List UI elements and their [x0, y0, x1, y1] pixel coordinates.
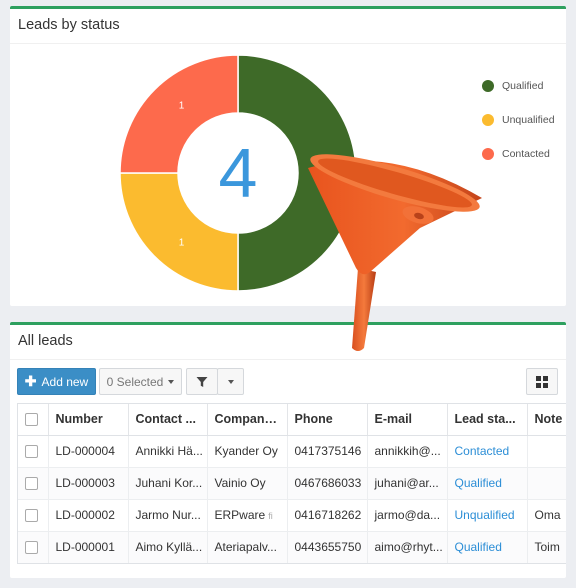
- legend-label: Qualified: [502, 80, 544, 92]
- column-header-note[interactable]: Note: [527, 404, 566, 436]
- cell-company: Kyander Oy: [207, 435, 288, 468]
- row-checkbox[interactable]: [25, 509, 38, 523]
- cell-note: [527, 467, 566, 500]
- leads-by-status-panel: Leads by status 1 1 4 Qualified Unqualifie…: [10, 6, 566, 306]
- cell-contact: Aimo Kyllä...: [128, 531, 208, 563]
- table-row[interactable]: LD-000003 Juhani Kor... Vainio Oy 046768…: [18, 467, 566, 500]
- row-checkbox-cell[interactable]: [18, 499, 49, 532]
- cell-number: LD-000004: [48, 435, 129, 468]
- legend-item-contacted[interactable]: Contacted: [482, 137, 555, 171]
- table-row[interactable]: LD-000002 Jarmo Nur... ERPware fi 0416718…: [18, 499, 566, 532]
- donut-hole: [178, 113, 298, 233]
- table-header-row: Number Contact ... Company... Phone E-ma…: [18, 404, 566, 436]
- column-header-contact[interactable]: Contact ...: [128, 404, 208, 436]
- table-row[interactable]: LD-000001 Aimo Kyllä... Ateriapalv... 04…: [18, 531, 566, 563]
- legend-dot-qualified: [482, 80, 494, 92]
- add-new-button[interactable]: ✚ Add new: [17, 368, 96, 395]
- status-link[interactable]: Qualified: [454, 476, 502, 490]
- cell-note: Toim: [527, 531, 566, 563]
- cell-number: LD-000001: [48, 531, 129, 563]
- selected-dropdown[interactable]: 0 Selected: [99, 368, 182, 395]
- column-header-number[interactable]: Number: [48, 404, 129, 436]
- row-checkbox[interactable]: [25, 541, 38, 555]
- cell-number: LD-000003: [48, 467, 129, 500]
- row-checkbox-cell[interactable]: [18, 467, 49, 500]
- cell-phone: 0467686033: [287, 467, 368, 500]
- select-all-checkbox[interactable]: [25, 413, 38, 427]
- row-checkbox[interactable]: [25, 477, 38, 491]
- status-link[interactable]: Unqualified: [454, 508, 515, 522]
- panel-title-all-leads: All leads: [10, 325, 566, 360]
- cell-contact: Annikki Hä...: [128, 435, 208, 468]
- chart-legend: Qualified Unqualified Contacted: [482, 69, 555, 171]
- slice-value-label: 1: [179, 101, 185, 112]
- row-checkbox-cell[interactable]: [18, 531, 49, 563]
- add-new-label: Add new: [41, 374, 89, 389]
- company-name: ERPware: [214, 508, 266, 522]
- chevron-down-icon: [227, 379, 234, 384]
- cell-company: ERPware fi: [207, 499, 288, 532]
- table-toolbar: ✚ Add new 0 Selected: [17, 368, 558, 396]
- panel-title-leads-by-status: Leads by status: [10, 9, 566, 44]
- center-total-value: 4: [219, 134, 258, 212]
- leads-table: Number Contact ... Company... Phone E-ma…: [18, 404, 566, 563]
- legend-item-qualified[interactable]: Qualified: [482, 69, 555, 103]
- cell-phone: 0417375146: [287, 435, 368, 468]
- filter-button[interactable]: [186, 368, 218, 395]
- legend-item-unqualified[interactable]: Unqualified: [482, 103, 555, 137]
- cell-status: Contacted: [447, 435, 528, 468]
- legend-label: Unqualified: [502, 114, 555, 126]
- grid-view-button[interactable]: [526, 368, 558, 395]
- column-header-lead-status[interactable]: Lead sta...: [447, 404, 528, 436]
- cell-contact: Jarmo Nur...: [128, 499, 208, 532]
- column-header-email[interactable]: E-mail: [367, 404, 448, 436]
- legend-label: Contacted: [502, 148, 550, 160]
- cell-company: Ateriapalv...: [207, 531, 288, 563]
- all-leads-panel: All leads ✚ Add new 0 Selected: [10, 322, 566, 578]
- row-checkbox-cell[interactable]: [18, 435, 49, 468]
- cell-phone: 0443655750: [287, 531, 368, 563]
- funnel-icon: [308, 154, 482, 351]
- filter-dropdown-button[interactable]: [217, 368, 244, 395]
- slice-value-label: 1: [179, 237, 185, 248]
- grid-icon: [536, 375, 548, 388]
- cell-note: Oma: [527, 499, 566, 532]
- cell-email: jarmo@da...: [367, 499, 448, 532]
- filter-icon: [196, 376, 208, 387]
- cell-number: LD-000002: [48, 499, 129, 532]
- cell-email: aimo@rhyt...: [367, 531, 448, 563]
- column-header-phone[interactable]: Phone: [287, 404, 368, 436]
- row-checkbox[interactable]: [25, 445, 38, 459]
- legend-dot-contacted: [482, 148, 494, 160]
- cell-contact: Juhani Kor...: [128, 467, 208, 500]
- cell-email: annikkih@...: [367, 435, 448, 468]
- cell-status: Unqualified: [447, 499, 528, 532]
- chevron-down-icon: [168, 379, 175, 384]
- legend-dot-unqualified: [482, 114, 494, 126]
- selected-label: 0 Selected: [106, 374, 164, 389]
- leads-table-container: Number Contact ... Company... Phone E-ma…: [17, 403, 566, 564]
- cell-email: juhani@ar...: [367, 467, 448, 500]
- plus-icon: ✚: [24, 373, 37, 389]
- cell-company: Vainio Oy: [207, 467, 288, 500]
- status-link[interactable]: Contacted: [454, 444, 510, 458]
- cell-status: Qualified: [447, 467, 528, 500]
- cell-phone: 0416718262: [287, 499, 368, 532]
- donut-chart: 1 1 4: [119, 54, 357, 292]
- column-header-company[interactable]: Company...: [207, 404, 288, 436]
- select-all-header[interactable]: [18, 404, 49, 436]
- cell-note: [527, 435, 566, 468]
- status-link[interactable]: Qualified: [454, 540, 502, 554]
- company-suffix: fi: [268, 511, 273, 521]
- cell-status: Qualified: [447, 531, 528, 563]
- table-row[interactable]: LD-000004 Annikki Hä... Kyander Oy 04173…: [18, 435, 566, 468]
